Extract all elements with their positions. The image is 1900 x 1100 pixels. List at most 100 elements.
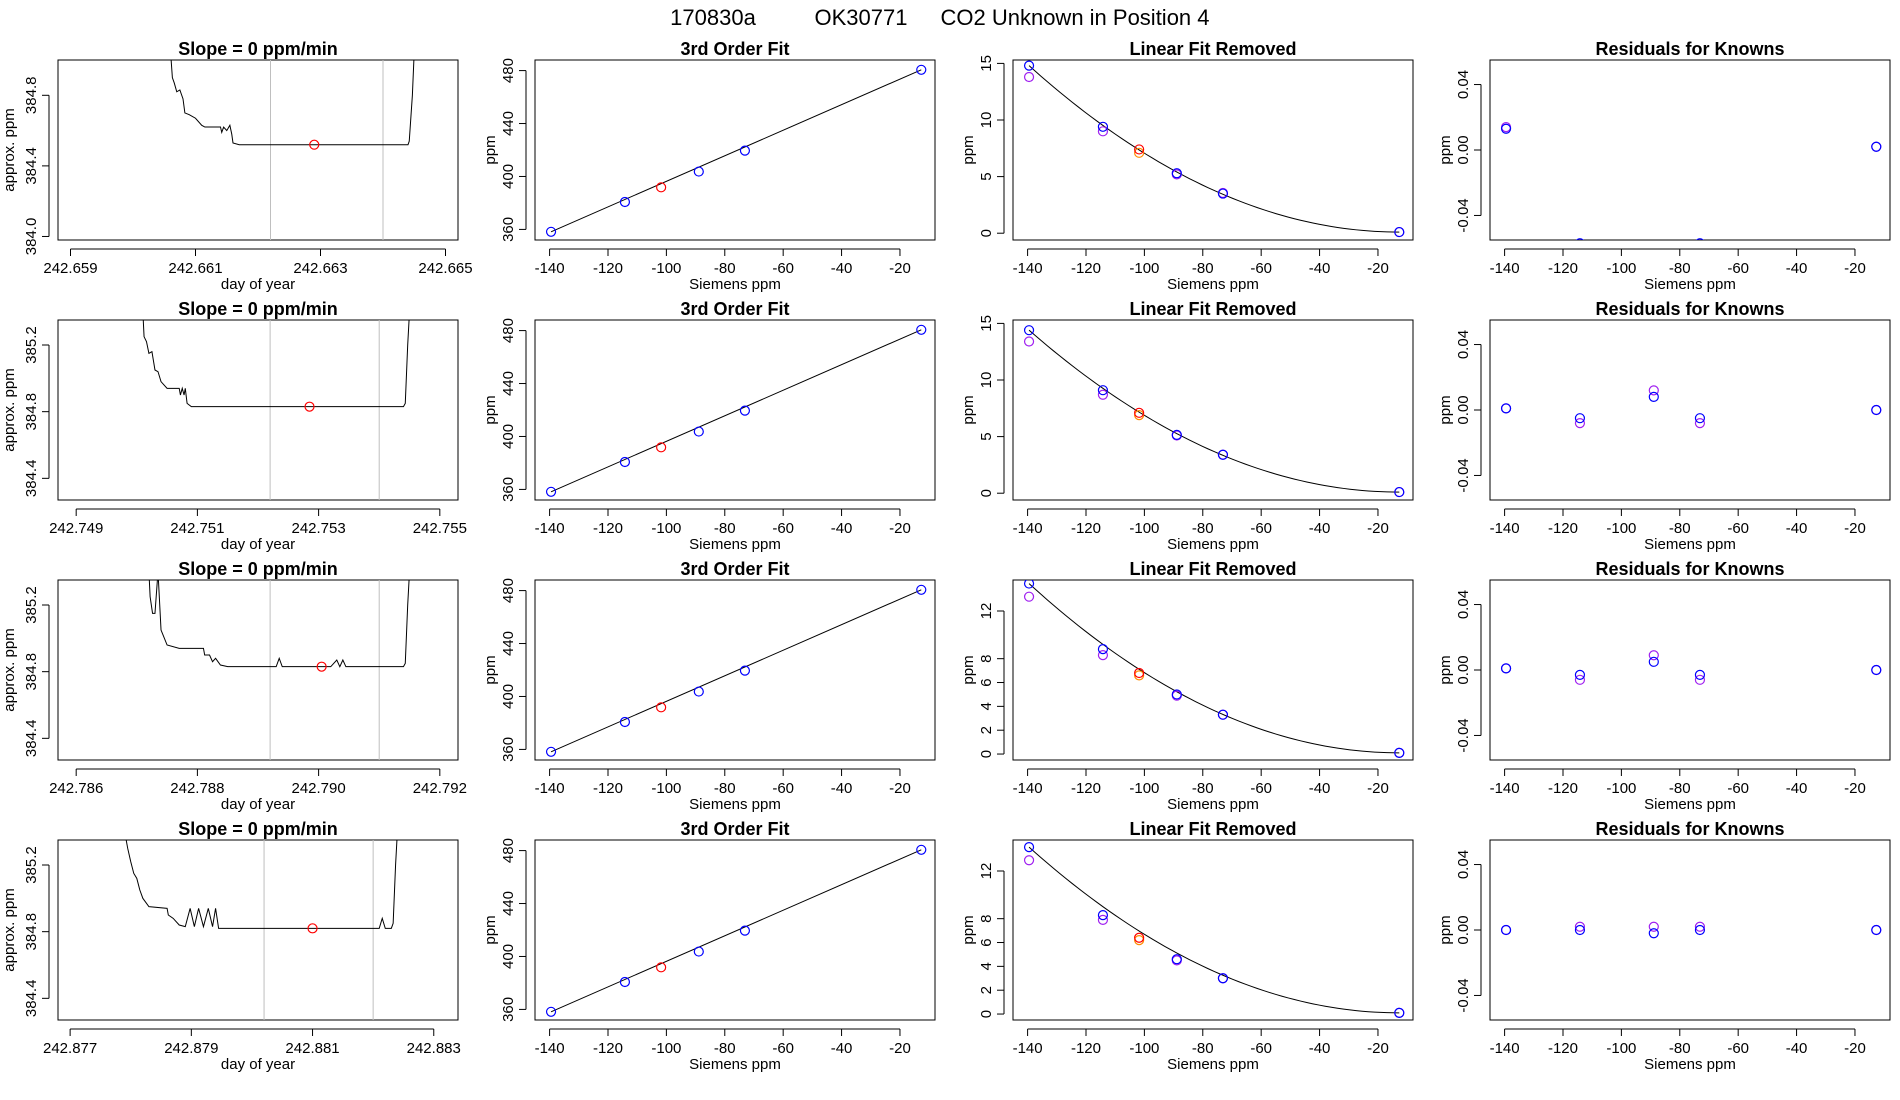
x-tick-label: -100: [1129, 520, 1159, 537]
y-tick-label: 6: [978, 678, 995, 686]
x-tick-label: -100: [651, 780, 681, 797]
panel-title: 3rd Order Fit: [680, 39, 789, 59]
x-tick-label: -20: [1844, 780, 1866, 797]
y-tick-label: 0.00: [1455, 655, 1472, 684]
x-axis-label: Siemens ppm: [1644, 1056, 1736, 1073]
mean-unknown-point: [316, 661, 327, 672]
x-tick-label: -60: [1250, 780, 1272, 797]
y-tick-label: 480: [500, 578, 517, 603]
plot-frame: [1489, 319, 1891, 501]
panel-title: Residuals for Knowns: [1595, 559, 1784, 579]
residual-point: [1871, 924, 1882, 936]
x-tick-label: -20: [889, 1040, 911, 1057]
plot-area: [545, 324, 927, 497]
x-tick-label: -140: [1490, 780, 1520, 797]
fit-curve: [1028, 583, 1400, 754]
x-tick-label: -140: [535, 520, 565, 537]
residual-point: [1694, 924, 1706, 936]
y-tick-label: 0.04: [1455, 590, 1472, 619]
y-tick-label: 4: [978, 702, 995, 710]
known-point: [1023, 842, 1035, 853]
known-point: [1217, 973, 1229, 984]
plot-frame: [534, 579, 936, 761]
residual-point: [1696, 238, 1704, 240]
plot-frame: [1489, 839, 1891, 1021]
main-title-tank: OK30771: [815, 5, 908, 30]
known-point: [739, 405, 751, 416]
y-tick-label: 440: [500, 371, 517, 396]
residual-point-instrument: [1698, 239, 1702, 240]
x-tick-label: -80: [1669, 1040, 1691, 1057]
y-tick-label: 10: [978, 372, 995, 389]
x-tick-label: -100: [651, 260, 681, 277]
y-tick-label: 480: [500, 58, 517, 83]
known-point: [1171, 168, 1182, 179]
x-tick-label: -40: [1309, 1040, 1331, 1057]
known-point: [693, 166, 704, 177]
y-axis-label: ppm: [482, 135, 499, 164]
known-point: [1171, 689, 1182, 700]
y-tick-label: 15: [978, 315, 995, 332]
residual-point-instrument: [1694, 417, 1706, 429]
x-tick-label: -80: [1669, 520, 1691, 537]
plot-area: [1023, 580, 1405, 758]
y-tick-label: 480: [500, 838, 517, 863]
x-tick-label: 242.879: [164, 1040, 218, 1057]
known-point: [916, 844, 927, 855]
y-tick-label: 400: [500, 684, 517, 709]
y-tick-label: 2: [978, 726, 995, 734]
residual-point-instrument: [1648, 650, 1659, 661]
panel-r3-c4: Residuals for Knowns -140 -120 -100 -80 -60 -4…: [1437, 559, 1891, 813]
x-axis-label: day of year: [221, 796, 295, 813]
known-point: [693, 686, 704, 697]
y-axis-label: ppm: [960, 655, 977, 684]
x-tick-label: -60: [1727, 260, 1749, 277]
y-tick-label: 0.04: [1455, 70, 1472, 99]
known-point-instrument: [1023, 336, 1035, 347]
y-tick-label: 384.8: [23, 653, 40, 691]
plot-frame: [1012, 839, 1414, 1021]
x-tick-label: -80: [1192, 520, 1214, 537]
panel-title: Slope = 0 ppm/min: [178, 559, 338, 579]
y-axis-label: approx. ppm: [1, 368, 18, 451]
known-point: [1023, 60, 1035, 71]
residual-point: [1871, 664, 1882, 676]
known-point: [619, 196, 631, 208]
residual-point: [1576, 238, 1584, 240]
plot-frame: [57, 839, 459, 1021]
x-tick-label: -80: [1669, 260, 1691, 277]
plot-area: [1023, 842, 1405, 1018]
y-tick-label: 384.8: [23, 393, 40, 431]
y-tick-label: 384.4: [23, 980, 40, 1018]
y-tick-label: 384.4: [23, 460, 40, 498]
known-point: [619, 976, 631, 988]
x-tick-label: -140: [1490, 520, 1520, 537]
known-point: [545, 226, 557, 237]
x-tick-label: -140: [1013, 520, 1043, 537]
panel-r1-c1: Slope = 0 ppm/min 242.659 242.661 242.663 24…: [1, 39, 473, 293]
x-tick-label: -20: [889, 780, 911, 797]
known-point: [1097, 644, 1109, 655]
x-tick-label: -140: [1013, 780, 1043, 797]
y-tick-label: 2: [978, 986, 995, 994]
residual-point: [1500, 403, 1512, 414]
ppm-trace-line: [170, 60, 415, 146]
x-tick-label: -120: [593, 260, 623, 277]
x-axis-label: Siemens ppm: [689, 1056, 781, 1073]
known-point: [545, 746, 557, 757]
panel-title: Slope = 0 ppm/min: [178, 819, 338, 839]
main-title-description: CO2 Unknown in Position 4: [940, 5, 1209, 30]
plot-area: [148, 580, 410, 760]
panel-r4-c3: Linear Fit Removed -140 -120 -100 -80 -60 -40 -…: [960, 819, 1414, 1073]
x-tick-label: 242.663: [293, 260, 347, 277]
x-tick-label: 242.665: [418, 260, 472, 277]
y-axis-label: ppm: [960, 395, 977, 424]
y-tick-label: 0: [978, 1010, 995, 1018]
known-point: [1394, 226, 1405, 238]
known-point-instrument: [1023, 855, 1035, 866]
y-tick-label: 440: [500, 111, 517, 136]
x-axis-label: day of year: [221, 1056, 295, 1073]
plot-area: [125, 840, 398, 1020]
known-point: [1023, 325, 1035, 336]
x-axis-label: Siemens ppm: [1167, 796, 1259, 813]
